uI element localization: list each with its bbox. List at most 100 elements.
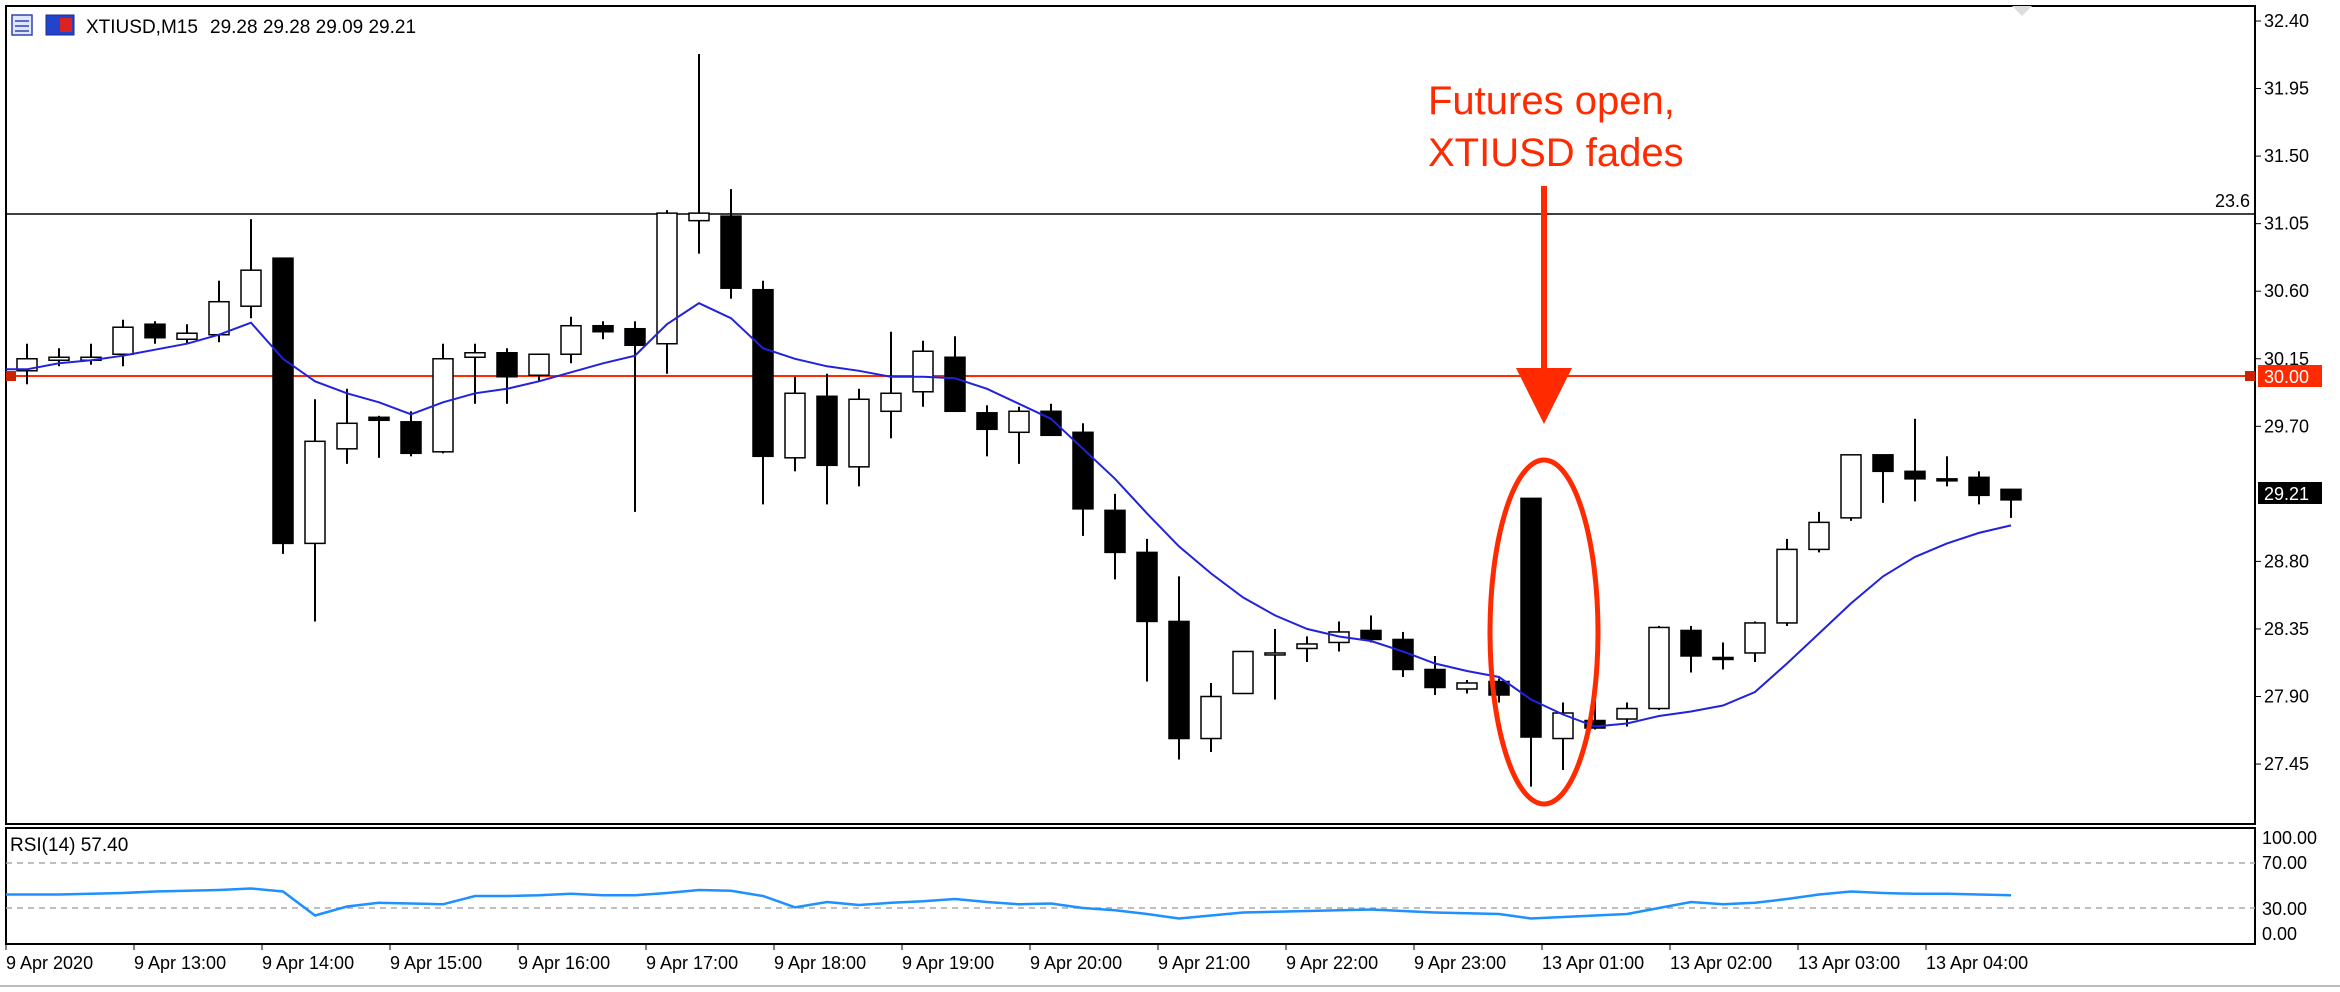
price-tick-label: 27.90 [2264,687,2309,707]
candle-body-bull [1808,521,1830,551]
price-tick-label: 31.05 [2264,214,2309,234]
candle [784,376,806,472]
candle-body-bull [208,300,230,336]
candle-body-bear [1584,719,1606,729]
candle-body-bull [848,398,870,468]
candle [944,336,966,413]
candle [1104,493,1126,580]
fib-level-label: 23.6 [2215,191,2250,211]
candle [336,388,358,464]
candle-body-bear [2000,488,2022,501]
price-tick-label: 30.15 [2264,349,2309,369]
candle-body-bull [336,422,358,450]
candle-body-bear [1872,454,1894,473]
candle [688,54,710,254]
candle-body-bear [976,412,998,431]
rsi-line [6,887,2012,920]
candle-body-bear [624,327,646,346]
candle-body-bear [400,421,422,455]
candle-body-bull [48,356,70,362]
candle-body-bear [1936,478,1958,482]
candle-body-bull [560,324,582,355]
time-tick-label: 9 Apr 23:00 [1414,953,1506,973]
level-left-handle[interactable] [6,371,16,381]
candle [624,321,646,512]
candle [1648,625,1670,711]
candle [1968,471,1990,505]
annotation-line-1: Futures open, [1428,79,1675,123]
candle-body-bull [1200,695,1222,740]
candle-body-bear [720,215,742,289]
candle-body-bull [1264,652,1286,656]
candle [208,280,230,343]
price-tick-label: 28.35 [2264,619,2309,639]
candle-body-bear [944,356,966,413]
candle [528,353,550,382]
annotation-arrow [1516,186,1572,424]
rsi-tick-70: 70.00 [2262,853,2307,873]
level-30-price-label: 30.00 [2264,367,2309,387]
candle-body-bull [912,350,934,393]
candle [816,373,838,505]
rsi-label: RSI(14) 57.40 [10,835,128,856]
chart-shift-marker[interactable] [2012,6,2032,16]
candle-body-bull [688,212,710,222]
candle-body-bear [1104,509,1126,554]
candle-body-bull [176,332,198,340]
candle [1168,576,1190,760]
candle [112,319,134,367]
time-tick-label: 13 Apr 02:00 [1670,953,1772,973]
candle-body-bear [1520,497,1542,738]
time-tick-label: 9 Apr 2020 [6,953,93,973]
candle-body-bear [816,395,838,467]
candle-body-bull [656,212,678,345]
current-price-label: 29.21 [2264,484,2309,504]
candle [752,280,774,505]
candles-group [16,54,2022,787]
price-tick-label: 27.45 [2264,754,2309,774]
candle [1936,456,1958,487]
chart-header[interactable]: XTIUSD,M15 29.28 29.28 29.09 29.21 [11,14,416,38]
candle-body-bear [1136,551,1158,623]
candle-body-bull [1456,682,1478,690]
candle-body-bear [496,351,518,378]
time-tick-label: 9 Apr 17:00 [646,953,738,973]
time-tick-label: 9 Apr 13:00 [134,953,226,973]
candle [1712,642,1734,670]
candle [1072,423,1094,536]
time-axis: 9 Apr 2020 9 Apr 13:00 9 Apr 14:00 9 Apr 15… [5,944,2028,973]
chart-list-icon[interactable] [11,14,33,36]
time-tick-label: 9 Apr 16:00 [518,953,610,973]
candle-body-bull [784,392,806,459]
chart-ohlc: 29.28 29.28 29.09 29.21 [210,17,416,38]
candle-body-bear [368,416,390,422]
time-tick-label: 9 Apr 18:00 [774,953,866,973]
candle [720,189,742,299]
candle-body-bear [1072,431,1094,510]
price-tick-label: 31.50 [2264,146,2309,166]
price-axis: 32.40 31.95 31.50 31.05 30.60 30.15 29.70 28.80… [2255,11,2309,774]
candle-body-bear [1680,629,1702,657]
candle [560,316,582,364]
annotation-ellipse [1487,457,1601,807]
candle [1680,625,1702,673]
candle [976,405,998,457]
time-tick-label: 9 Apr 22:00 [1286,953,1378,973]
candle [1808,511,1830,553]
current-price-box [2258,482,2322,504]
candle-body-bear [272,257,294,545]
time-tick-label: 13 Apr 01:00 [1542,953,1644,973]
time-tick-label: 9 Apr 14:00 [262,953,354,973]
candle [1744,621,1766,662]
candle [912,340,934,407]
annotation-line-2: XTIUSD fades [1428,131,1684,175]
chart-symbol: XTIUSD,M15 [86,17,198,38]
candle [144,321,166,344]
candle [1136,538,1158,682]
level-right-handle[interactable] [2245,371,2255,381]
candle [496,348,518,404]
time-tick-label: 9 Apr 19:00 [902,953,994,973]
price-panel-frame [5,5,2256,825]
candle [368,415,390,458]
candle-body-bull [304,440,326,545]
